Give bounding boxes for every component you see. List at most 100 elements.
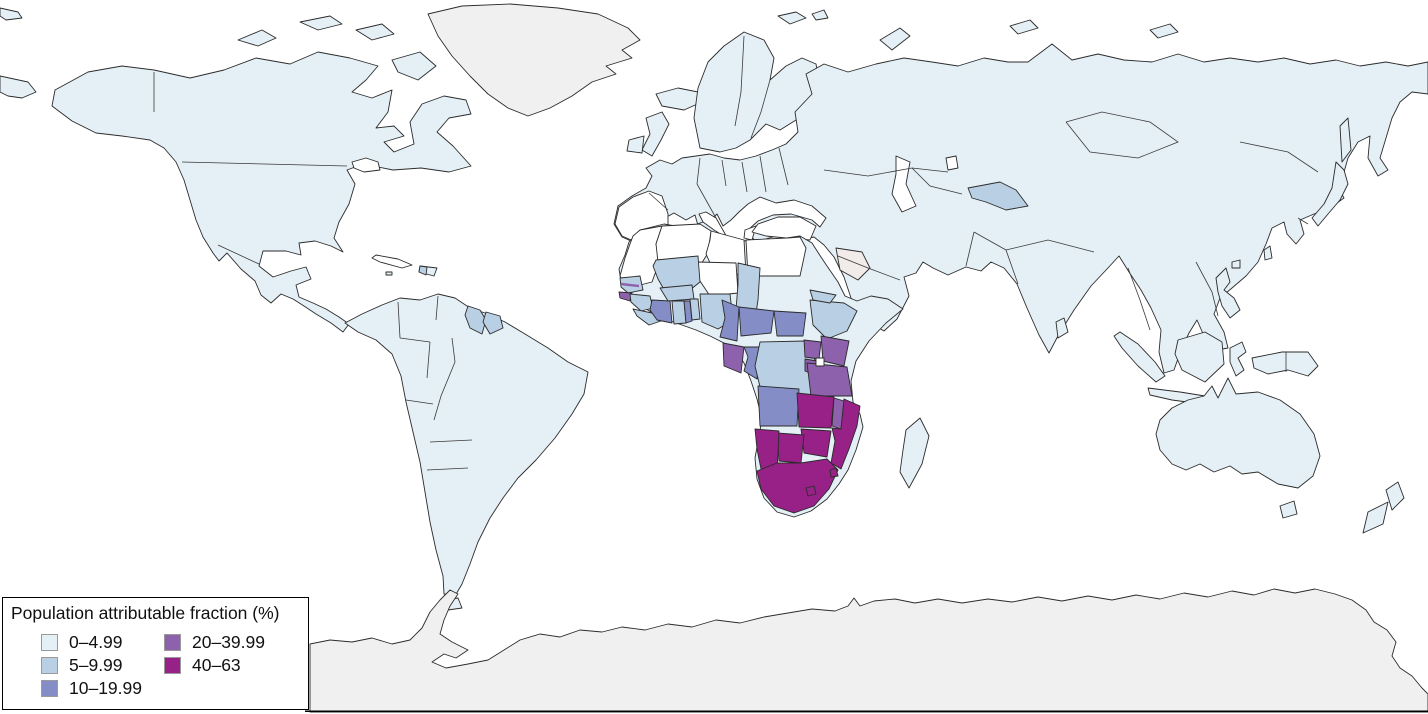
legend-swatch-0 [41, 634, 58, 651]
region-chukotka-edge [0, 75, 37, 99]
region-uganda [803, 339, 822, 360]
region-eritrea [809, 289, 837, 304]
region-antarctica [309, 588, 1428, 713]
border-line-9 [429, 439, 473, 443]
legend-label-1: 5–9.99 [69, 655, 123, 675]
legend-label-0: 0–4.99 [69, 632, 123, 652]
region-svalbard-2 [811, 9, 829, 21]
region-togo [683, 300, 693, 324]
region-novaya-zemlya [879, 27, 911, 51]
region-zimbabwe [800, 428, 832, 458]
region-severnaya-zemlya [1009, 19, 1039, 35]
region-turkey [751, 216, 817, 241]
region-south-sudan [773, 310, 807, 337]
region-cuba [371, 254, 413, 269]
region-south-africa [756, 458, 839, 514]
border-line-16 [778, 147, 789, 186]
border-line-15 [759, 155, 767, 193]
legend-swatch-1 [41, 657, 58, 674]
region-cote-divoire [649, 299, 673, 324]
region-sumatra [1113, 331, 1166, 383]
legend-item-1: 5–9.99 [41, 654, 142, 677]
border-line-20 [823, 167, 949, 177]
border-line-21 [911, 167, 963, 195]
border-line-10 [426, 467, 469, 471]
border-line-19 [750, 79, 771, 139]
legend-label-4: 40–63 [192, 655, 241, 675]
region-chad [735, 262, 761, 314]
region-canadian-arctic-3 [355, 23, 395, 41]
border-line-1 [181, 161, 348, 167]
region-suriname [482, 311, 504, 335]
region-kenya [820, 335, 850, 367]
region-north-america [51, 51, 472, 333]
region-madagascar [899, 417, 930, 489]
region-philippines [1215, 267, 1241, 319]
region-australia [1155, 377, 1321, 489]
border-line-26 [973, 231, 1007, 251]
region-central-african-republic [738, 306, 775, 337]
region-haiti [418, 265, 428, 276]
region-japan [1311, 161, 1349, 227]
border-line-25 [965, 231, 975, 267]
region-hainan [1231, 259, 1241, 269]
region-iraq [835, 247, 871, 281]
region-turkmenistan [967, 181, 1029, 211]
region-angola [757, 385, 800, 427]
border-line-18 [734, 35, 745, 127]
region-uk [641, 111, 670, 157]
border-line-8 [405, 399, 434, 405]
region-lake-victoria [815, 357, 825, 367]
region-canadian-arctic-1 [237, 29, 277, 47]
border-line-28 [1195, 261, 1219, 317]
region-sri-lanka [1055, 317, 1069, 339]
region-tasmania [1279, 500, 1298, 519]
legend-title: Population attributable fraction (%) [11, 603, 280, 623]
region-taiwan [1263, 245, 1273, 261]
legend-box: Population attributable fraction (%) 0–4… [2, 597, 309, 710]
border-line-6 [435, 295, 439, 321]
region-caspian-sea [891, 155, 917, 213]
border-line-7 [433, 337, 456, 421]
region-new-zealand-south [1362, 501, 1389, 534]
region-mozambique [830, 398, 861, 470]
legend-items: 0–4.99 5–9.99 10–19.99 20–39.99 40–63 [41, 631, 265, 700]
border-line-24 [1005, 249, 1019, 285]
region-tanzania [806, 362, 853, 397]
region-new-zealand-north [1385, 481, 1405, 511]
region-aral-sea [945, 155, 959, 171]
region-wrangel-edge [0, 7, 23, 21]
border-line-12 [696, 157, 701, 185]
region-greenland [427, 3, 641, 117]
region-guinea-bissau [618, 291, 633, 302]
region-south-america [344, 293, 589, 597]
border-line-30 [1239, 141, 1319, 173]
region-new-guinea [1251, 351, 1319, 377]
region-jamaica [385, 271, 393, 276]
region-zambia [796, 392, 835, 429]
border-line-33 [620, 282, 640, 288]
legend-item-2: 10–19.99 [41, 677, 142, 700]
legend-item-4: 40–63 [164, 654, 265, 677]
border-line-27 [1127, 267, 1151, 331]
border-line-22 [1065, 111, 1179, 159]
border-line-29 [1297, 217, 1309, 225]
legend-swatch-3 [164, 634, 181, 651]
region-ireland [626, 135, 645, 154]
region-botswana [776, 432, 805, 464]
border-line-2 [217, 244, 260, 265]
region-gabon-equatorial-guinea [722, 342, 745, 374]
border-line-3 [397, 301, 401, 339]
border-line-5 [426, 341, 431, 379]
region-ethiopia [809, 299, 858, 340]
region-sulawesi [1229, 341, 1247, 377]
border-line-13 [721, 159, 727, 187]
legend-label-3: 20–39.99 [192, 632, 265, 652]
border-line-23 [1005, 239, 1095, 253]
region-great-lakes [351, 157, 381, 173]
border-line-4 [399, 337, 431, 343]
region-svalbard-1 [777, 11, 807, 25]
region-canadian-arctic-2 [299, 15, 343, 31]
legend-item-3: 20–39.99 [164, 631, 265, 654]
